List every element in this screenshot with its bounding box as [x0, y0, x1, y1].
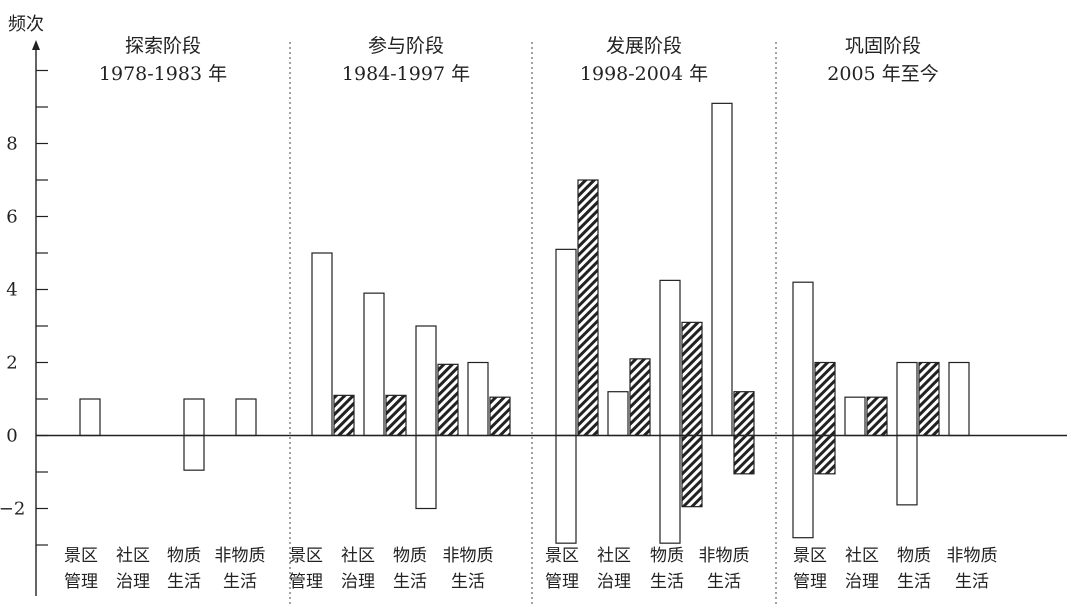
category-label-line2: 生活	[650, 572, 684, 592]
axes	[32, 40, 1067, 596]
bar-hatched-phase4-cat3-pos	[918, 361, 940, 437]
category-label-line1: 社区	[597, 546, 631, 566]
bar-white-phase3-cat3-neg	[659, 434, 681, 544]
bar-white-phase4-cat3-neg	[896, 434, 918, 506]
category-label-line2: 生活	[897, 572, 931, 592]
category-label-line2: 治理	[341, 572, 375, 592]
category-label-line2: 生活	[955, 572, 989, 592]
y-tick-label: 0	[6, 426, 17, 447]
phase-years-3: 1998-2004 年	[580, 63, 708, 85]
category-label-line1: 景区	[545, 546, 579, 566]
category-label-line2: 管理	[793, 572, 827, 592]
bar-hatched-phase4-cat1-pos	[814, 361, 836, 437]
bar-white-phase4-cat2-pos	[844, 396, 866, 437]
bar-hatched-phase3-cat4-neg	[733, 434, 755, 475]
y-tick-label: 2	[6, 353, 17, 374]
bar-hatched-phase2-cat4-pos	[489, 396, 511, 437]
category-label-line1: 物质	[167, 546, 201, 566]
bar-hatched-phase3-cat4-pos	[733, 391, 755, 437]
category-label-line2: 管理	[64, 572, 98, 592]
bar-hatched-phase2-cat1-pos	[333, 394, 355, 437]
phase-years-1: 1978-1983 年	[99, 63, 227, 85]
phase-years-4: 2005 年至今	[827, 63, 938, 85]
bar-hatched-phase4-cat1-neg	[814, 434, 836, 475]
y-tick-label: 4	[6, 280, 17, 301]
bar-hatched-phase3-cat1-pos	[577, 179, 599, 437]
bar-white-phase1-cat4-pos	[235, 398, 257, 437]
category-label-line1: 物质	[897, 546, 931, 566]
category-label-line2: 管理	[289, 572, 323, 592]
bar-white-phase2-cat3-neg	[415, 434, 437, 510]
phase-years-2: 1984-1997 年	[342, 63, 470, 85]
bar-white-phase3-cat4-pos	[711, 102, 733, 437]
phase-title-2: 参与阶段	[368, 35, 444, 57]
bar-white-phase3-cat3-pos	[659, 279, 681, 437]
y-tick-label: −2	[0, 499, 25, 520]
category-label-line2: 生活	[393, 572, 427, 592]
bar-white-phase2-cat3-pos	[415, 325, 437, 437]
y-tick-label: 8	[6, 134, 17, 155]
category-label-line1: 社区	[116, 546, 150, 566]
phase-dividers	[289, 42, 777, 604]
bar-white-phase3-cat1-neg	[555, 434, 577, 544]
bar-white-phase4-cat4-pos	[948, 361, 970, 437]
y-axis-title: 频次	[8, 14, 44, 35]
bar-white-phase4-cat3-pos	[896, 361, 918, 437]
category-label-line2: 治理	[597, 572, 631, 592]
y-tick-label: 6	[6, 207, 17, 228]
bar-hatched-phase4-cat2-pos	[866, 396, 888, 437]
category-label-line2: 治理	[845, 572, 879, 592]
bar-hatched-phase3-cat3-neg	[681, 434, 703, 508]
labels: −2 0 2 4 6 8 探索阶段 1978-1983 年 参与阶段 1984-1997 年 发展阶…	[0, 35, 998, 592]
bar-white-phase1-cat3-neg	[183, 434, 205, 471]
bar-hatched-phase2-cat2-pos	[385, 394, 407, 437]
category-label-line1: 物质	[650, 546, 684, 566]
phase-title-1: 探索阶段	[125, 35, 201, 57]
category-label-line2: 管理	[545, 572, 579, 592]
bar-hatched-phase3-cat3-pos	[681, 321, 703, 437]
bar-white-phase3-cat1-pos	[555, 248, 577, 437]
bar-white-phase1-cat1-pos	[79, 398, 101, 437]
category-label-line1: 非物质	[215, 546, 266, 566]
phase-title-4: 巩固阶段	[845, 35, 921, 57]
category-label-line1: 物质	[393, 546, 427, 566]
category-label-line1: 景区	[289, 546, 323, 566]
category-label-line2: 生活	[167, 572, 201, 592]
category-label-line2: 生活	[223, 572, 257, 592]
bar-white-phase1-cat3-pos	[183, 398, 205, 437]
bar-white-phase3-cat2-pos	[607, 391, 629, 437]
category-label-line1: 非物质	[443, 546, 494, 566]
category-label-line2: 生活	[707, 572, 741, 592]
category-label-line2: 生活	[451, 572, 485, 592]
category-label-line1: 景区	[793, 546, 827, 566]
bar-white-phase2-cat2-pos	[363, 292, 385, 437]
bar-white-phase4-cat1-pos	[792, 281, 814, 437]
bar-white-phase2-cat1-pos	[311, 252, 333, 437]
category-label-line2: 治理	[116, 572, 150, 592]
bar-hatched-phase2-cat3-pos	[437, 363, 459, 437]
bar-hatched-phase3-cat2-pos	[629, 358, 651, 437]
category-label-line1: 社区	[845, 546, 879, 566]
bar-white-phase2-cat4-pos	[467, 361, 489, 437]
category-label-line1: 非物质	[699, 546, 750, 566]
category-label-line1: 景区	[64, 546, 98, 566]
bar-white-phase4-cat1-neg	[792, 434, 814, 539]
phase-title-3: 发展阶段	[606, 35, 682, 57]
category-label-line1: 社区	[341, 546, 375, 566]
bars	[79, 102, 970, 544]
category-label-line1: 非物质	[947, 546, 998, 566]
